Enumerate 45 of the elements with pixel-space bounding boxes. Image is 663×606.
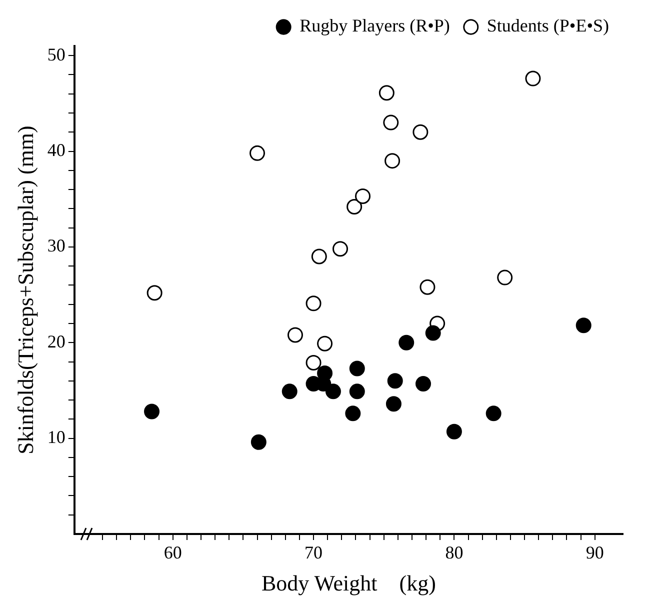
point xyxy=(250,434,266,450)
point xyxy=(282,384,298,400)
y-tick-label: 50 xyxy=(47,44,66,64)
point xyxy=(346,199,362,215)
point xyxy=(325,384,341,400)
point xyxy=(387,373,403,389)
point xyxy=(416,376,432,392)
point xyxy=(486,406,502,422)
point xyxy=(332,241,348,257)
point xyxy=(412,124,428,140)
x-tick-label: 90 xyxy=(586,542,604,563)
point xyxy=(250,145,266,161)
y-axis-title: Skinfolds(Triceps+Subscuplar) (mm) xyxy=(12,126,38,454)
point xyxy=(497,270,513,286)
y-tick-label: 40 xyxy=(47,140,66,160)
point xyxy=(446,424,462,440)
x-axis-title: Body Weight (kg) xyxy=(261,570,436,596)
y-tick-label: 20 xyxy=(47,331,66,352)
y-tick-label: 30 xyxy=(47,236,66,256)
point xyxy=(349,384,365,400)
point xyxy=(349,360,365,376)
legend-label: Students (P•E•S) xyxy=(486,16,610,36)
x-tick-label: 80 xyxy=(445,542,464,563)
point xyxy=(287,327,303,343)
point xyxy=(144,404,160,420)
point xyxy=(345,406,361,422)
x-tick-label: 60 xyxy=(164,542,182,563)
point xyxy=(576,318,592,334)
point xyxy=(425,325,441,341)
point xyxy=(311,248,327,264)
point xyxy=(306,296,322,312)
point xyxy=(317,336,333,352)
x-tick-label: 70 xyxy=(304,542,323,563)
point xyxy=(398,334,414,350)
point xyxy=(386,396,402,412)
point xyxy=(378,85,394,101)
legend-label: Rugby Players (R•P) xyxy=(300,16,450,36)
point xyxy=(384,153,400,169)
point xyxy=(525,70,541,86)
point xyxy=(383,114,399,130)
point xyxy=(420,279,436,295)
y-tick-label: 10 xyxy=(47,427,66,448)
point xyxy=(306,354,322,370)
point xyxy=(355,188,371,204)
point xyxy=(146,285,162,301)
